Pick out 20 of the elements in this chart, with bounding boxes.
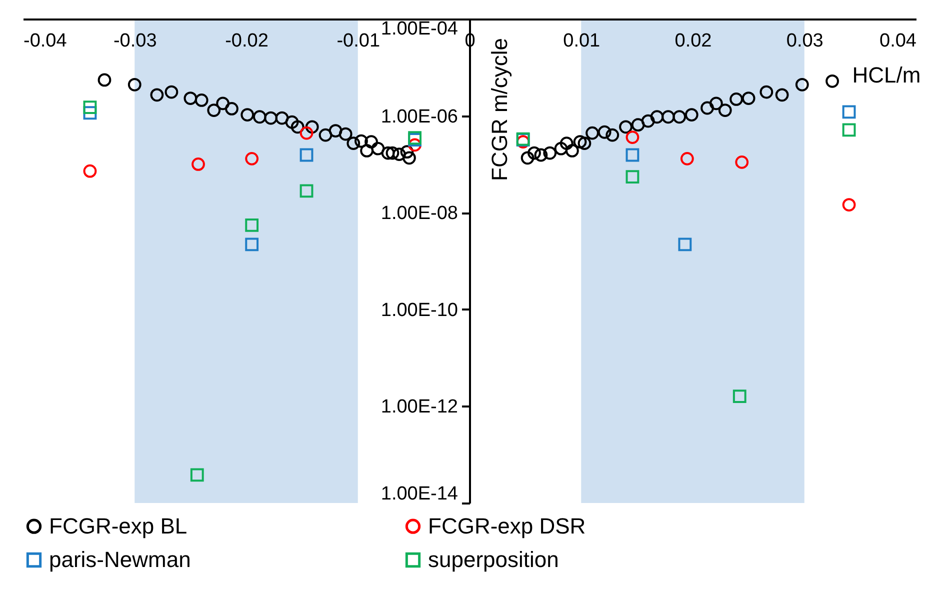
x-tick-label: -0.04 xyxy=(24,30,68,52)
legend-label: FCGR-exp DSR xyxy=(428,513,586,538)
x-axis-title: HCL/m xyxy=(852,62,921,88)
y-tick-label: 1.00E-14 xyxy=(380,484,458,504)
x-tick-label: 0.04 xyxy=(880,30,917,52)
y-axis-title: FCGR m/cycle xyxy=(487,38,512,181)
legend-label: paris-Newman xyxy=(49,547,191,572)
y-tick-label: 1.00E-08 xyxy=(380,203,458,224)
y-tick-label: 1.00E-12 xyxy=(380,396,458,418)
y-tick-label: 1.00E-10 xyxy=(380,300,458,321)
x-tick-label: 0.03 xyxy=(786,30,824,52)
x-tick-label: -0.01 xyxy=(336,30,380,52)
x-tick-label: -0.03 xyxy=(113,30,157,52)
legend-label: FCGR-exp BL xyxy=(49,513,188,538)
x-tick-label: 0.01 xyxy=(563,30,600,52)
y-tick-label: 1.00E-06 xyxy=(380,106,458,128)
y-tick-label: 1.00E-04 xyxy=(380,18,458,40)
x-tick-label: -0.02 xyxy=(225,30,268,52)
x-tick-label: 0.02 xyxy=(674,30,712,52)
legend-label: superposition xyxy=(428,547,559,572)
